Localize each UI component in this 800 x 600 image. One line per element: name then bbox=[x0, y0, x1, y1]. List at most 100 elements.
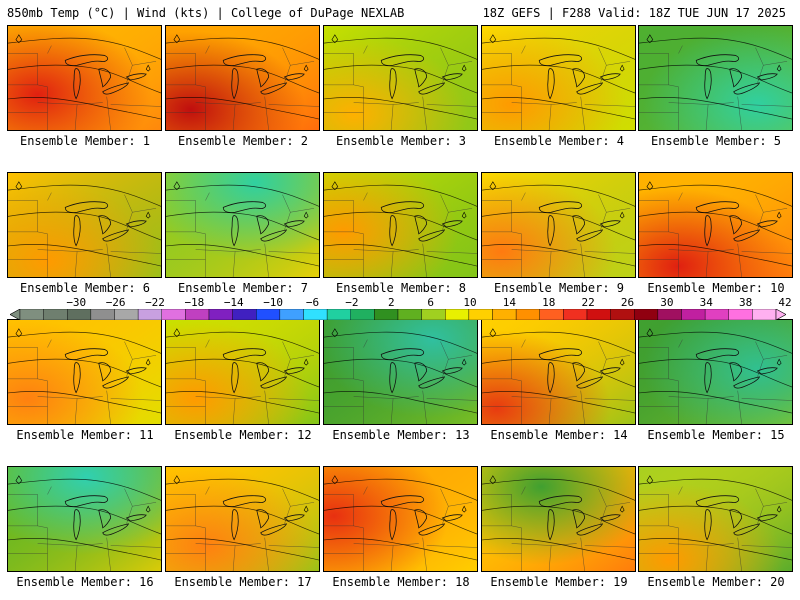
temperature-map bbox=[482, 173, 635, 277]
colorbar-tick: 38 bbox=[739, 296, 753, 309]
wind-barb-icon bbox=[776, 505, 782, 513]
temperature-map bbox=[166, 320, 319, 424]
ensemble-member-map bbox=[7, 172, 162, 278]
wind-barb-icon bbox=[776, 211, 782, 219]
temperature-map bbox=[8, 467, 161, 571]
ensemble-member-map bbox=[165, 25, 320, 131]
wind-barb-icon bbox=[489, 34, 497, 44]
ensemble-member-label: Ensemble Member: 17 bbox=[174, 575, 312, 589]
temperature-map bbox=[324, 320, 477, 424]
colorbar-tick: −2 bbox=[345, 296, 359, 309]
wind-barb-icon bbox=[145, 358, 151, 366]
ensemble-member-label: Ensemble Member: 18 bbox=[332, 575, 470, 589]
wind-barb-icon bbox=[173, 328, 181, 338]
wind-barb-icon bbox=[489, 328, 497, 338]
ensemble-member-map bbox=[481, 172, 636, 278]
wind-barb-icon bbox=[173, 34, 181, 44]
wind-barb-icon bbox=[303, 505, 309, 513]
map-title: 850mb Temp (°C) | Wind (kts) | College o… bbox=[7, 6, 405, 20]
colorbar-tick: 14 bbox=[502, 296, 516, 309]
temperature-map bbox=[482, 467, 635, 571]
wind-barb-icon bbox=[15, 475, 23, 485]
ensemble-member-map bbox=[323, 319, 478, 425]
colorbar-tick: −26 bbox=[105, 296, 126, 309]
temperature-map bbox=[639, 320, 792, 424]
ensemble-member-label: Ensemble Member: 5 bbox=[650, 134, 782, 148]
ensemble-member-label: Ensemble Member: 15 bbox=[647, 428, 785, 442]
temperature-map bbox=[324, 173, 477, 277]
ensemble-member-label: Ensemble Member: 20 bbox=[647, 575, 785, 589]
wind-barb-icon bbox=[173, 181, 181, 191]
ensemble-member-map bbox=[323, 466, 478, 572]
wind-barb-icon bbox=[303, 64, 309, 72]
wind-barb-icon bbox=[303, 211, 309, 219]
ensemble-member-map bbox=[7, 319, 162, 425]
wind-barb-icon bbox=[15, 181, 23, 191]
ensemble-member-label: Ensemble Member: 12 bbox=[174, 428, 312, 442]
temperature-map bbox=[324, 467, 477, 571]
ensemble-member-map bbox=[638, 466, 793, 572]
wind-barb-icon bbox=[173, 475, 181, 485]
ensemble-member-map bbox=[481, 319, 636, 425]
colorbar-tick: −6 bbox=[305, 296, 320, 309]
wind-barb-icon bbox=[646, 475, 654, 485]
ensemble-member-map bbox=[323, 172, 478, 278]
ensemble-member-label: Ensemble Member: 3 bbox=[335, 134, 467, 148]
ensemble-member-map bbox=[7, 25, 162, 131]
temperature-map bbox=[166, 173, 319, 277]
wind-barb-icon bbox=[776, 358, 782, 366]
wind-barb-icon bbox=[145, 505, 151, 513]
wind-barb-icon bbox=[145, 64, 151, 72]
wind-barb-icon bbox=[331, 34, 339, 44]
wind-barb-icon bbox=[619, 358, 625, 366]
temperature-map bbox=[639, 467, 792, 571]
colorbar-tick: −10 bbox=[263, 296, 284, 309]
colorbar-tick: 2 bbox=[387, 296, 395, 309]
ensemble-member-map bbox=[323, 25, 478, 131]
ensemble-member-map bbox=[481, 466, 636, 572]
ensemble-member-label: Ensemble Member: 10 bbox=[647, 281, 785, 295]
colorbar-tick: 26 bbox=[620, 296, 635, 309]
ensemble-member-label: Ensemble Member: 16 bbox=[16, 575, 154, 589]
ensemble-member-map bbox=[7, 466, 162, 572]
ensemble-member-map bbox=[638, 319, 793, 425]
wind-barb-icon bbox=[489, 475, 497, 485]
ensemble-member-label: Ensemble Member: 9 bbox=[493, 281, 625, 295]
colorbar-tick: 30 bbox=[660, 296, 674, 309]
colorbar-tick: 34 bbox=[699, 296, 713, 309]
temperature-map bbox=[8, 320, 161, 424]
colorbar-tick: 22 bbox=[581, 296, 595, 309]
ensemble-member-label: Ensemble Member: 1 bbox=[19, 134, 151, 148]
colorbar-tick: −22 bbox=[145, 296, 165, 309]
wind-barb-icon bbox=[461, 211, 467, 219]
wind-barb-icon bbox=[461, 358, 467, 366]
ensemble-member-label: Ensemble Member: 8 bbox=[335, 281, 467, 295]
temperature-map bbox=[482, 26, 635, 130]
wind-barb-icon bbox=[15, 34, 23, 44]
wind-barb-icon bbox=[619, 64, 625, 72]
wind-barb-icon bbox=[331, 328, 339, 338]
wind-barb-icon bbox=[461, 64, 467, 72]
temperature-colorbar bbox=[10, 309, 786, 320]
colorbar-tick: 6 bbox=[427, 296, 434, 309]
ensemble-member-map bbox=[638, 172, 793, 278]
wind-barb-icon bbox=[646, 34, 654, 44]
wind-barb-icon bbox=[461, 505, 467, 513]
wind-barb-icon bbox=[303, 358, 309, 366]
wind-barb-icon bbox=[331, 475, 339, 485]
ensemble-member-label: Ensemble Member: 13 bbox=[332, 428, 470, 442]
temperature-map bbox=[8, 173, 161, 277]
temperature-map bbox=[166, 26, 319, 130]
colorbar-tick: 10 bbox=[463, 296, 477, 309]
temperature-map bbox=[482, 320, 635, 424]
run-valid-time: 18Z GEFS | F288 Valid: 18Z TUE JUN 17 20… bbox=[482, 6, 786, 20]
wind-barb-icon bbox=[619, 505, 625, 513]
wind-barb-icon bbox=[145, 211, 151, 219]
ensemble-member-map bbox=[638, 25, 793, 131]
colorbar-tick: −30 bbox=[66, 296, 87, 309]
wind-barb-icon bbox=[15, 328, 23, 338]
temperature-map bbox=[8, 26, 161, 130]
ensemble-member-label: Ensemble Member: 7 bbox=[177, 281, 309, 295]
ensemble-member-map bbox=[165, 172, 320, 278]
colorbar-tick: −14 bbox=[223, 296, 244, 309]
